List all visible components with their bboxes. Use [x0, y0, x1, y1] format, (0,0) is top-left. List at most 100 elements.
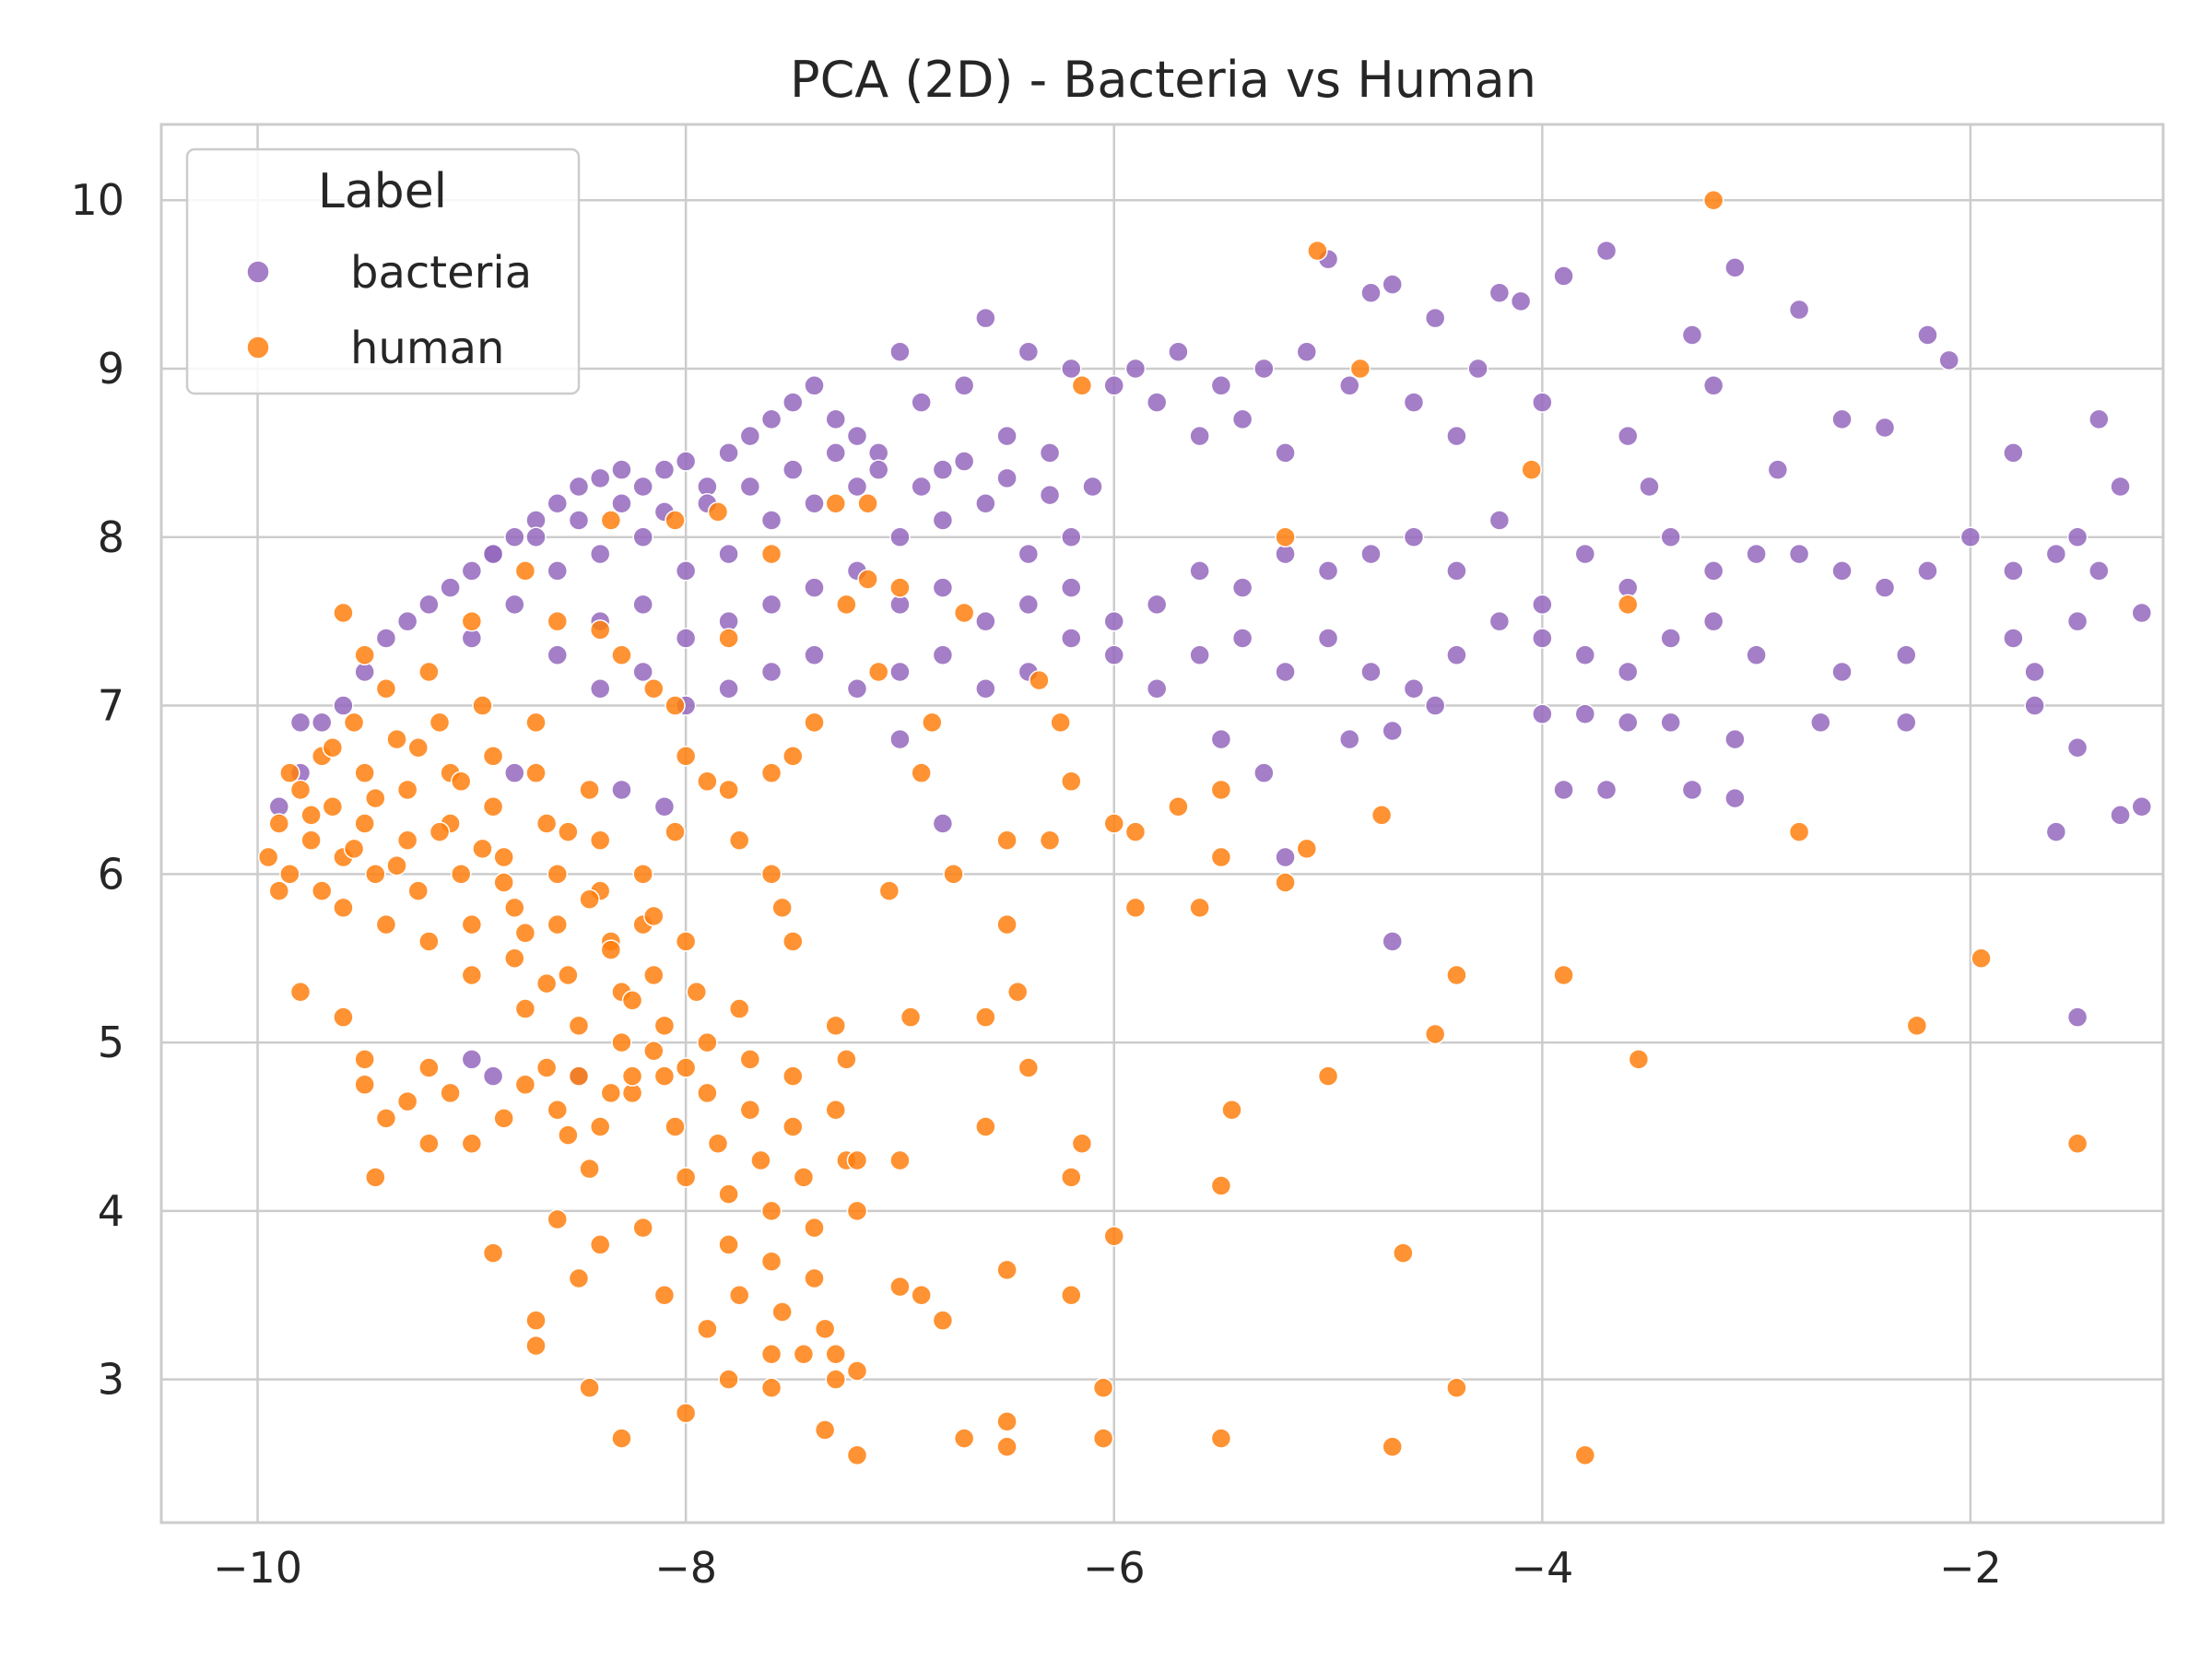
bacteria-point [440, 577, 461, 598]
human-point [579, 1377, 600, 1399]
bacteria-point [2066, 610, 2088, 632]
human-point [1307, 240, 1328, 262]
bacteria-point [2066, 526, 2088, 548]
bacteria-point [1681, 779, 1703, 801]
human-point [611, 1031, 632, 1053]
bacteria-point [289, 712, 312, 734]
x-tick-label: −4 [1511, 1543, 1573, 1593]
bacteria-point [1702, 610, 1724, 632]
human-point [675, 746, 697, 767]
human-point [396, 830, 418, 852]
bacteria-point [1275, 661, 1296, 683]
bacteria-point [1660, 526, 1681, 548]
human-point [675, 931, 697, 952]
human-point [782, 931, 804, 952]
bacteria-point [568, 510, 590, 531]
human-point [867, 661, 889, 683]
human-point [418, 661, 440, 683]
y-tick-label: 4 [98, 1186, 124, 1236]
human-point [1092, 1377, 1114, 1399]
human-point [375, 678, 397, 700]
human-point [504, 897, 525, 919]
bacteria-point [889, 661, 911, 683]
bacteria-point [1360, 282, 1382, 304]
human-point [718, 1234, 739, 1255]
bacteria-point [653, 459, 676, 480]
bacteria-point [1724, 787, 1746, 809]
bacteria-point [611, 779, 632, 801]
human-point [922, 712, 943, 734]
human-point [1906, 1015, 1928, 1037]
data-points [257, 189, 2153, 1466]
human-point [1371, 805, 1393, 826]
human-point [407, 737, 429, 759]
bacteria-point [1660, 712, 1681, 734]
bacteria-point [2110, 805, 2131, 826]
bacteria-point [1702, 560, 1724, 582]
bacteria-point [1446, 644, 1467, 665]
human-point [825, 1343, 846, 1365]
human-point [589, 830, 611, 852]
human-point [333, 1006, 354, 1028]
bacteria-point [1018, 341, 1040, 362]
human-point [1168, 795, 1189, 818]
human-point [878, 880, 900, 901]
human-point [354, 1074, 375, 1096]
legend: Label bacteria human [185, 147, 581, 395]
bacteria-point [311, 712, 333, 734]
human-point [675, 1402, 697, 1424]
human-point [1189, 897, 1210, 919]
bacteria-point [482, 543, 504, 565]
human-point [996, 1259, 1018, 1281]
bacteria-point [1039, 484, 1061, 506]
bacteria-point [1403, 392, 1425, 413]
human-point [375, 1108, 397, 1129]
x-tick-label: −10 [213, 1543, 302, 1593]
bacteria-point [1574, 543, 1596, 565]
bacteria-point [632, 661, 653, 683]
bacteria-point [1681, 324, 1703, 346]
bacteria-point [418, 594, 440, 616]
human-point [482, 746, 504, 767]
bacteria-point [1253, 358, 1275, 380]
bacteria-point [1103, 375, 1124, 396]
bacteria-point [396, 610, 418, 632]
y-axis-ticks: 3 4 5 6 7 8 9 10 [70, 175, 124, 1404]
bacteria-point [632, 526, 653, 548]
human-point [846, 1200, 868, 1222]
y-tick-label: 3 [98, 1355, 124, 1405]
bacteria-point [632, 476, 653, 498]
human-point [600, 510, 622, 531]
human-point [343, 838, 365, 860]
human-point [279, 864, 300, 885]
human-point [1092, 1428, 1114, 1449]
bacteria-point [1103, 610, 1124, 632]
human-point [493, 872, 514, 893]
human-point [579, 1158, 600, 1180]
bacteria-point [1124, 358, 1147, 380]
human-point [535, 1057, 558, 1078]
bacteria-point [1488, 282, 1511, 304]
human-point [911, 762, 932, 783]
human-point [1210, 846, 1232, 868]
human-point [697, 1082, 718, 1104]
bacteria-point [675, 451, 697, 472]
human-point [365, 864, 386, 885]
bacteria-point [1831, 661, 1853, 683]
human-point [889, 1276, 911, 1298]
human-point [1050, 712, 1071, 734]
bacteria-point [1595, 240, 1618, 262]
human-point [846, 1360, 868, 1382]
bacteria-point [568, 476, 590, 498]
human-point [665, 510, 686, 531]
human-point [621, 990, 643, 1011]
human-point [653, 1285, 676, 1306]
bacteria-point [1959, 526, 1982, 548]
human-point [568, 1065, 590, 1087]
human-point [611, 1428, 632, 1449]
human-point [718, 1369, 739, 1390]
human-point [643, 905, 665, 927]
human-point [697, 1031, 718, 1053]
human-point [793, 1343, 815, 1365]
human-point [547, 1208, 569, 1230]
